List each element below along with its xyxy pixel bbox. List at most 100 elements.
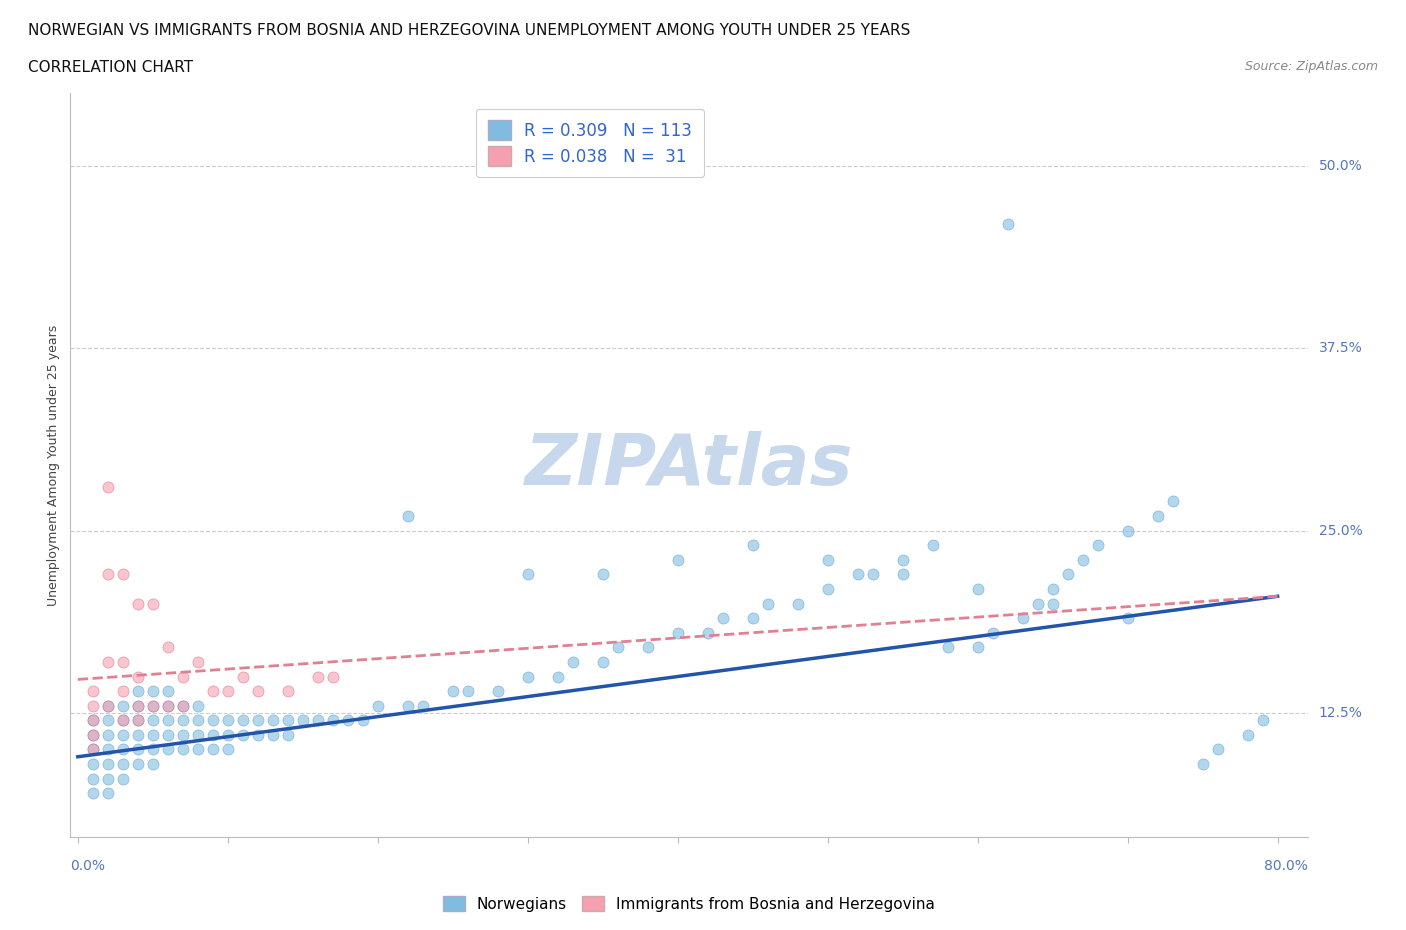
- Point: [516, 567, 538, 582]
- Point: [142, 727, 165, 742]
- Text: 37.5%: 37.5%: [1319, 341, 1362, 355]
- Point: [82, 684, 104, 698]
- Point: [97, 727, 120, 742]
- Point: [817, 581, 839, 596]
- Point: [156, 640, 179, 655]
- Point: [142, 596, 165, 611]
- Point: [127, 742, 149, 757]
- Point: [187, 698, 209, 713]
- Point: [111, 771, 134, 786]
- Text: 12.5%: 12.5%: [1319, 706, 1362, 720]
- Point: [352, 713, 374, 728]
- Point: [1191, 757, 1213, 772]
- Point: [1116, 524, 1139, 538]
- Point: [82, 698, 104, 713]
- Point: [111, 742, 134, 757]
- Point: [142, 742, 165, 757]
- Point: [516, 669, 538, 684]
- Point: [172, 713, 194, 728]
- Point: [1056, 567, 1078, 582]
- Point: [966, 581, 988, 596]
- Point: [97, 757, 120, 772]
- Point: [187, 713, 209, 728]
- Point: [111, 684, 134, 698]
- Point: [891, 552, 914, 567]
- Point: [97, 655, 120, 670]
- Point: [232, 713, 254, 728]
- Point: [127, 596, 149, 611]
- Point: [1042, 596, 1064, 611]
- Point: [156, 727, 179, 742]
- Point: [396, 509, 419, 524]
- Point: [97, 698, 120, 713]
- Point: [262, 713, 284, 728]
- Point: [142, 698, 165, 713]
- Point: [127, 669, 149, 684]
- Point: [97, 713, 120, 728]
- Point: [97, 698, 120, 713]
- Point: [1087, 538, 1109, 552]
- Point: [666, 552, 689, 567]
- Point: [637, 640, 659, 655]
- Point: [336, 713, 359, 728]
- Point: [1206, 742, 1229, 757]
- Point: [547, 669, 569, 684]
- Point: [111, 698, 134, 713]
- Point: [756, 596, 779, 611]
- Point: [127, 698, 149, 713]
- Point: [486, 684, 509, 698]
- Point: [217, 742, 239, 757]
- Point: [277, 684, 299, 698]
- Point: [82, 742, 104, 757]
- Point: [936, 640, 959, 655]
- Point: [127, 713, 149, 728]
- Point: [172, 669, 194, 684]
- Point: [142, 698, 165, 713]
- Point: [156, 713, 179, 728]
- Point: [741, 538, 763, 552]
- Point: [217, 727, 239, 742]
- Text: NORWEGIAN VS IMMIGRANTS FROM BOSNIA AND HERZEGOVINA UNEMPLOYMENT AMONG YOUTH UND: NORWEGIAN VS IMMIGRANTS FROM BOSNIA AND …: [28, 23, 911, 38]
- Point: [592, 567, 614, 582]
- Point: [111, 567, 134, 582]
- Point: [97, 771, 120, 786]
- Point: [291, 713, 314, 728]
- Point: [262, 727, 284, 742]
- Point: [201, 727, 224, 742]
- Point: [981, 625, 1004, 640]
- Point: [97, 742, 120, 757]
- Point: [232, 727, 254, 742]
- Point: [156, 684, 179, 698]
- Point: [277, 713, 299, 728]
- Point: [127, 684, 149, 698]
- Y-axis label: Unemployment Among Youth under 25 years: Unemployment Among Youth under 25 years: [46, 325, 60, 605]
- Point: [217, 684, 239, 698]
- Point: [666, 625, 689, 640]
- Point: [1146, 509, 1168, 524]
- Point: [82, 742, 104, 757]
- Point: [1071, 552, 1094, 567]
- Point: [457, 684, 479, 698]
- Point: [1011, 611, 1033, 626]
- Point: [201, 713, 224, 728]
- Point: [966, 640, 988, 655]
- Point: [82, 713, 104, 728]
- Point: [111, 727, 134, 742]
- Point: [817, 552, 839, 567]
- Point: [322, 713, 344, 728]
- Point: [232, 669, 254, 684]
- Point: [786, 596, 808, 611]
- Point: [561, 655, 583, 670]
- Point: [187, 742, 209, 757]
- Point: [127, 727, 149, 742]
- Point: [246, 713, 269, 728]
- Point: [127, 698, 149, 713]
- Point: [127, 757, 149, 772]
- Point: [187, 727, 209, 742]
- Point: [307, 669, 329, 684]
- Text: 0.0%: 0.0%: [70, 858, 105, 872]
- Point: [862, 567, 884, 582]
- Text: CORRELATION CHART: CORRELATION CHART: [28, 60, 193, 75]
- Point: [1026, 596, 1049, 611]
- Point: [82, 727, 104, 742]
